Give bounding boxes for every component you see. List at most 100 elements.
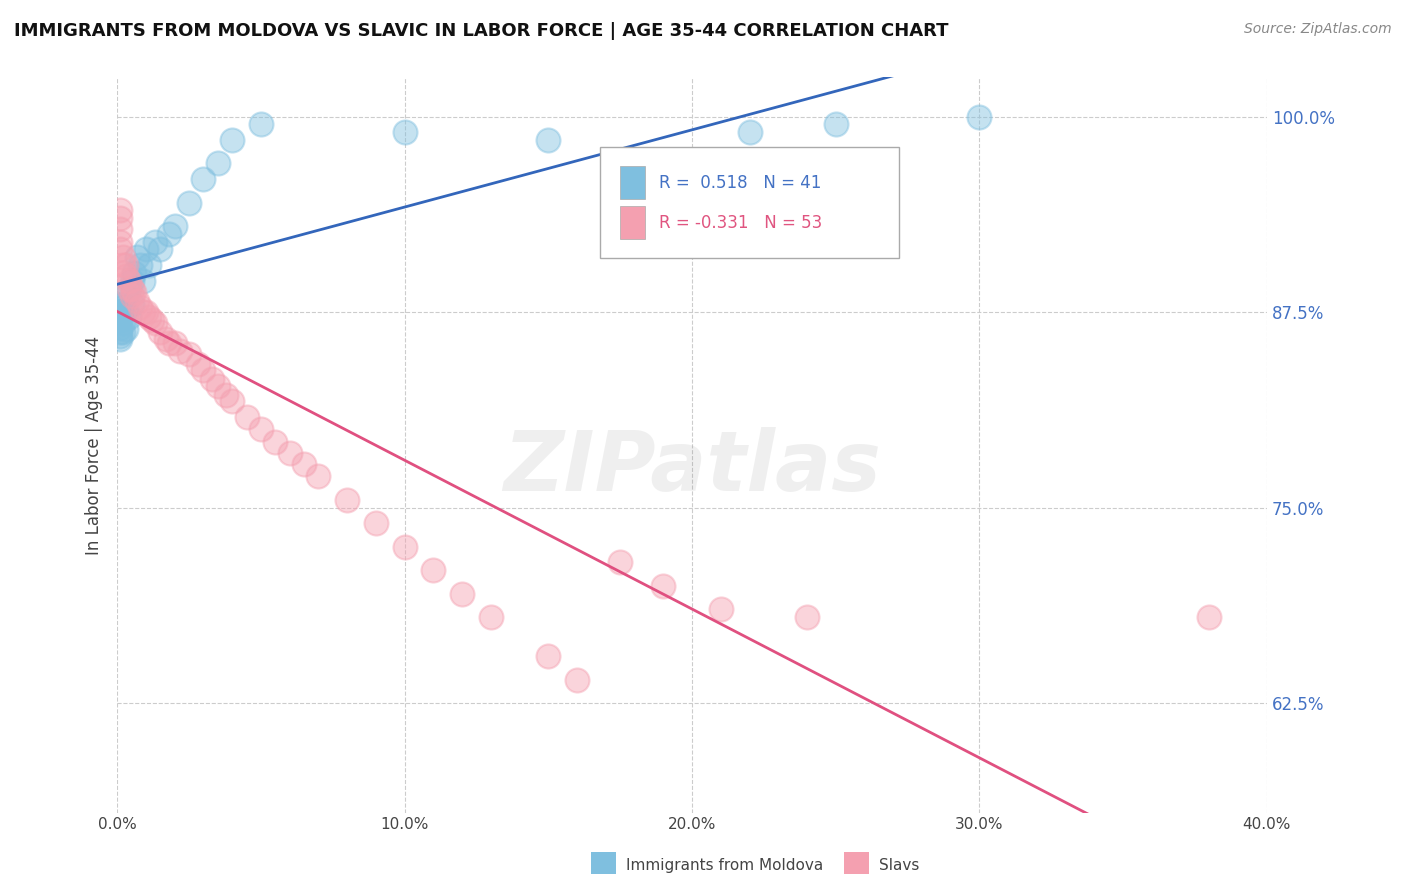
Bar — [620, 166, 645, 199]
Point — [201, 372, 224, 386]
Point — [609, 555, 631, 569]
Point — [114, 268, 136, 283]
Point — [111, 326, 134, 340]
Point — [278, 446, 301, 460]
Point — [127, 294, 149, 309]
Point — [124, 285, 146, 299]
Point — [108, 332, 131, 346]
Point — [143, 316, 166, 330]
Point — [177, 347, 200, 361]
Point — [292, 457, 315, 471]
Point — [250, 117, 273, 131]
Point — [307, 469, 329, 483]
Point — [114, 303, 136, 318]
Point — [108, 313, 131, 327]
Text: R = -0.331   N = 53: R = -0.331 N = 53 — [658, 214, 823, 232]
Point — [135, 243, 157, 257]
Point — [796, 610, 818, 624]
Point — [108, 203, 131, 218]
Point — [114, 322, 136, 336]
Point — [250, 422, 273, 436]
Point — [479, 610, 502, 624]
Point — [108, 301, 131, 315]
Text: Source: ZipAtlas.com: Source: ZipAtlas.com — [1244, 22, 1392, 37]
Point — [111, 297, 134, 311]
Point — [132, 274, 155, 288]
Point — [738, 125, 761, 139]
Point — [169, 344, 191, 359]
Point — [235, 409, 257, 424]
Point — [111, 301, 134, 315]
Point — [422, 563, 444, 577]
Point — [451, 586, 474, 600]
Point — [710, 602, 733, 616]
Point — [193, 172, 215, 186]
Point — [108, 310, 131, 324]
Point — [149, 243, 172, 257]
Point — [114, 289, 136, 303]
Point — [118, 282, 141, 296]
Point — [394, 125, 416, 139]
Text: ZIPatlas: ZIPatlas — [503, 426, 882, 508]
Point — [364, 516, 387, 531]
Point — [138, 310, 160, 324]
FancyBboxPatch shape — [600, 147, 898, 258]
Y-axis label: In Labor Force | Age 35-44: In Labor Force | Age 35-44 — [86, 335, 103, 555]
Text: Immigrants from Moldova: Immigrants from Moldova — [626, 858, 823, 872]
Point — [157, 336, 180, 351]
Point — [565, 673, 588, 687]
Point — [111, 250, 134, 264]
Point — [824, 117, 846, 131]
Point — [163, 219, 186, 233]
Point — [118, 274, 141, 288]
Point — [132, 305, 155, 319]
Point — [108, 328, 131, 343]
Point — [111, 316, 134, 330]
Point — [969, 110, 991, 124]
Text: Slavs: Slavs — [879, 858, 920, 872]
Point — [108, 305, 131, 319]
Point — [108, 326, 131, 340]
Point — [108, 320, 131, 334]
Text: IMMIGRANTS FROM MOLDOVA VS SLAVIC IN LABOR FORCE | AGE 35-44 CORRELATION CHART: IMMIGRANTS FROM MOLDOVA VS SLAVIC IN LAB… — [14, 22, 949, 40]
Point — [163, 336, 186, 351]
Point — [121, 282, 143, 296]
Point — [207, 156, 229, 170]
Point — [1198, 610, 1220, 624]
Bar — [620, 206, 645, 239]
Point — [155, 332, 177, 346]
Point — [336, 492, 359, 507]
Point — [108, 211, 131, 226]
Point — [129, 301, 152, 315]
Point — [108, 222, 131, 236]
Point — [149, 326, 172, 340]
Point — [394, 540, 416, 554]
Point — [157, 227, 180, 241]
Point — [111, 258, 134, 272]
Point — [135, 305, 157, 319]
Point — [124, 266, 146, 280]
Point — [114, 258, 136, 272]
Point — [108, 243, 131, 257]
Point — [652, 579, 675, 593]
Point — [537, 649, 560, 664]
Point — [118, 310, 141, 324]
Point — [177, 195, 200, 210]
Point — [537, 133, 560, 147]
Point — [187, 357, 209, 371]
Point — [108, 235, 131, 249]
Point — [141, 313, 163, 327]
Point — [111, 266, 134, 280]
Point — [143, 235, 166, 249]
Point — [129, 258, 152, 272]
Point — [121, 297, 143, 311]
Point — [207, 378, 229, 392]
Point — [108, 305, 131, 319]
Point — [138, 258, 160, 272]
Point — [215, 388, 238, 402]
Point — [127, 250, 149, 264]
Point — [118, 282, 141, 296]
Point — [193, 363, 215, 377]
Point — [108, 305, 131, 319]
Point — [221, 394, 243, 409]
